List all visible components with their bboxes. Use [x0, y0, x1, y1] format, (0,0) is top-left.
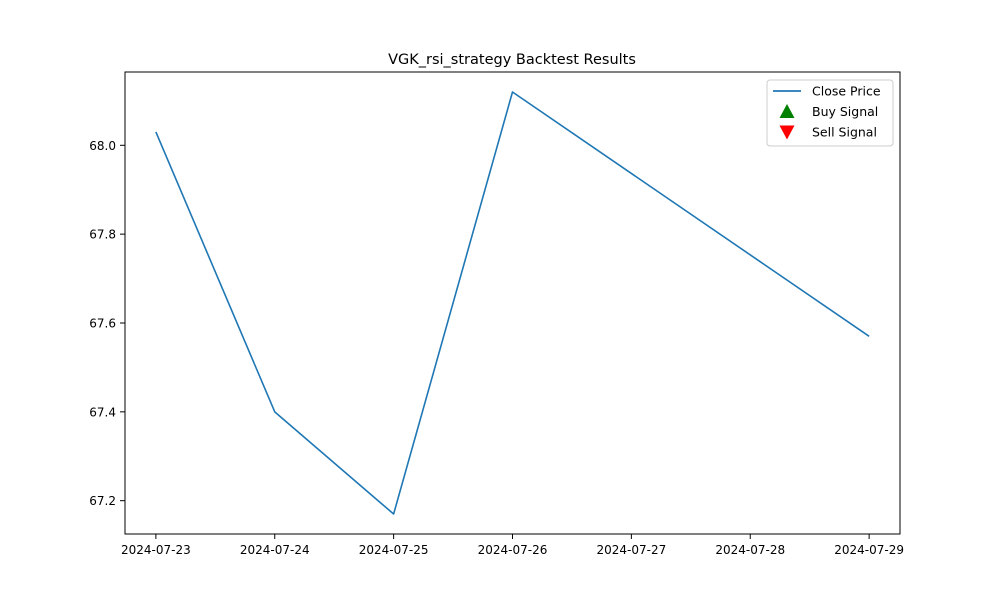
legend: Close Price Buy Signal Sell Signal [766, 79, 894, 147]
legend-label: Sell Signal [812, 125, 877, 140]
x-tick-label: 2024-07-23 [121, 543, 191, 557]
sell-triangle-icon [779, 125, 795, 140]
x-tick-label: 2024-07-26 [478, 543, 548, 557]
chart-title: VGK_rsi_strategy Backtest Results [388, 52, 636, 68]
legend-box [766, 79, 894, 147]
y-tick-label: 67.4 [89, 405, 116, 419]
x-tick-label: 2024-07-28 [715, 543, 785, 557]
x-tick-label: 2024-07-27 [597, 543, 667, 557]
y-axis: 67.2 67.4 67.6 67.8 68.0 [89, 139, 125, 508]
buy-triangle-icon [779, 104, 795, 118]
plot-background [125, 72, 900, 534]
legend-item: Buy Signal [779, 104, 878, 119]
legend-label: Buy Signal [812, 104, 878, 119]
x-tick-label: 2024-07-25 [359, 543, 429, 557]
plot-area [125, 72, 900, 534]
x-axis: 2024-07-23 2024-07-24 2024-07-25 2024-07-26… [121, 534, 904, 557]
x-tick-label: 2024-07-29 [834, 543, 904, 557]
legend-label: Close Price [812, 84, 881, 99]
y-tick-label: 67.6 [89, 316, 116, 330]
legend-item: Close Price [773, 84, 881, 99]
y-tick-label: 67.2 [89, 494, 116, 508]
legend-item: Sell Signal [779, 125, 877, 140]
x-tick-label: 2024-07-24 [240, 543, 310, 557]
series-layer [155, 91, 870, 515]
y-tick-label: 68.0 [89, 139, 116, 153]
close-price-line [155, 91, 870, 515]
y-tick-label: 67.8 [89, 228, 116, 242]
